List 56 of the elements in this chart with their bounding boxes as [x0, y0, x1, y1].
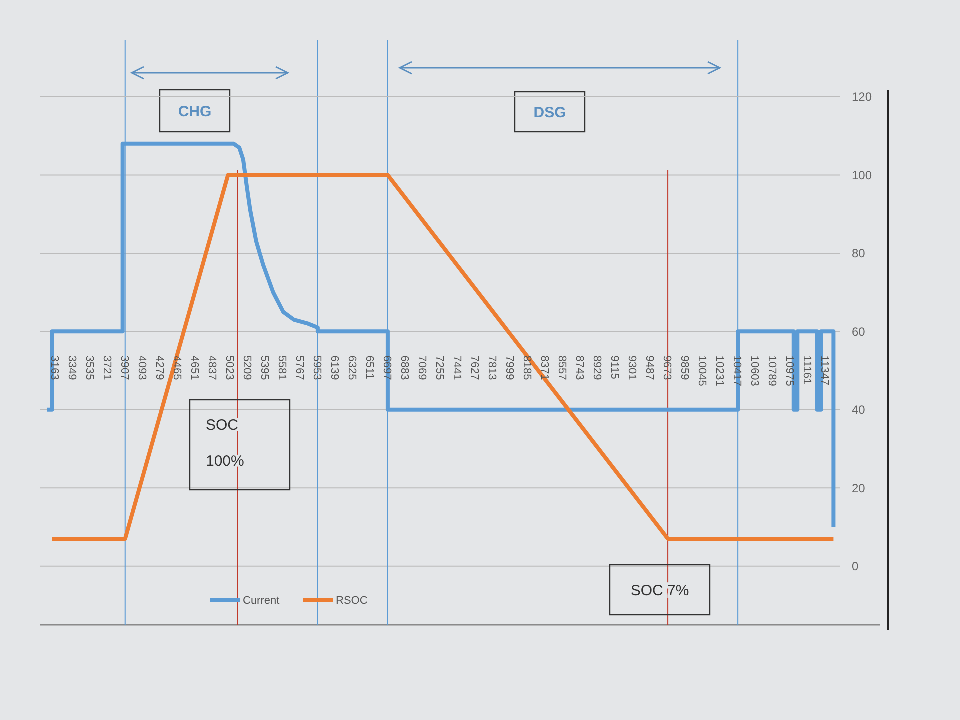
- x-tick-label: 5581: [276, 356, 288, 380]
- annotation: DSG: [534, 104, 566, 122]
- x-tick-label: 7255: [434, 356, 446, 380]
- x-tick-label: 10045: [696, 356, 708, 386]
- x-tick-label: 8557: [556, 356, 568, 380]
- y-tick-label: 20: [852, 481, 866, 496]
- y-tick-label: 80: [852, 246, 866, 261]
- x-tick-label: 7069: [416, 356, 428, 380]
- x-tick-label: 9115: [608, 356, 621, 380]
- x-tick-label: 3721: [101, 356, 114, 380]
- x-tick-label: 10231: [714, 356, 726, 386]
- x-tick-label: 11347: [818, 356, 831, 386]
- x-tick-label: 9301: [626, 356, 638, 380]
- legend-label: RSOC: [336, 594, 368, 607]
- x-tick-label: 7441: [451, 356, 464, 380]
- y-tick-label: 0: [852, 560, 859, 574]
- x-tick-label: 10975: [784, 356, 796, 386]
- x-tick-label: 10417: [731, 356, 744, 386]
- x-tick-label: 9487: [644, 356, 656, 380]
- x-tick-label: 3535: [84, 356, 96, 380]
- x-tick-label: 7813: [486, 356, 498, 380]
- x-tick-label: 4837: [206, 356, 218, 380]
- x-tick-label: 5395: [258, 356, 271, 380]
- x-tick-label: 5767: [294, 356, 306, 380]
- x-tick-label: 4279: [154, 356, 166, 380]
- x-tick-label: 6139: [328, 356, 341, 380]
- x-tick-label: 10789: [766, 356, 778, 386]
- x-tick-label: 7627: [468, 356, 481, 380]
- x-tick-label: 5209: [241, 356, 254, 380]
- x-tick-label: 10603: [748, 356, 761, 386]
- x-tick-label: 7999: [504, 356, 516, 380]
- x-tick-label: 9673: [661, 356, 674, 380]
- x-tick-label: 5023: [224, 356, 236, 380]
- x-tick-label: 8371: [538, 356, 551, 380]
- x-tick-label: 8185: [521, 356, 534, 380]
- x-tick-label: 5953: [311, 356, 324, 380]
- x-tick-label: 6511: [364, 356, 376, 380]
- x-tick-label: 6325: [346, 356, 358, 380]
- legend-label: Current: [243, 594, 280, 607]
- y-tick-label: 100: [852, 168, 872, 182]
- x-tick-label: 3163: [48, 356, 60, 380]
- x-tick-label: 8929: [591, 356, 604, 380]
- x-tick-label: 4651: [188, 356, 201, 380]
- x-tick-label: 4093: [136, 356, 148, 380]
- x-tick-label: 3907: [118, 356, 131, 380]
- x-tick-label: 9859: [678, 356, 691, 380]
- y-tick-label: 120: [852, 90, 872, 104]
- x-tick-label: 6883: [398, 356, 411, 380]
- x-tick-label: 11161: [801, 356, 814, 385]
- x-tick-label: 3349: [66, 356, 78, 380]
- annotation: CHG: [178, 103, 212, 120]
- x-tick-label: 6697: [381, 356, 394, 380]
- x-tick-label: 8743: [574, 356, 586, 380]
- y-tick-label: 60: [852, 324, 866, 339]
- x-tick-label: 4465: [171, 356, 184, 380]
- y-tick-label: 40: [852, 403, 866, 418]
